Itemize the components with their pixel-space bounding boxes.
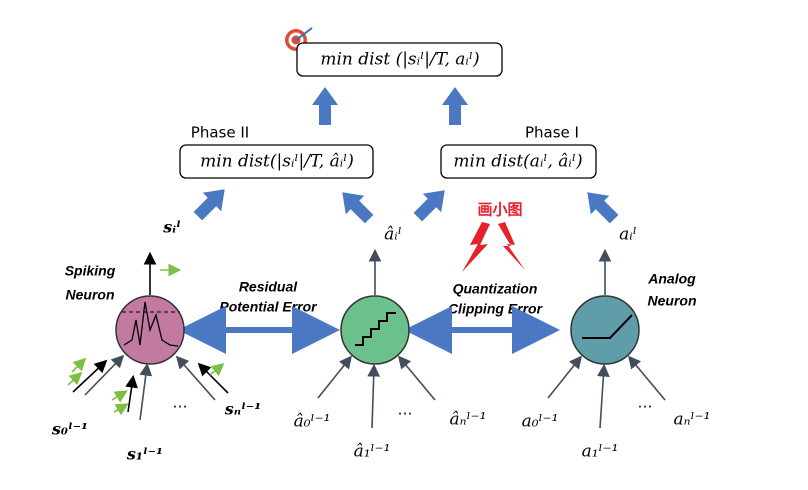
ellipsis: … (398, 401, 413, 419)
ellipsis: … (173, 394, 188, 412)
phase2-objective: min dist(|sᵢˡ|/T, âᵢˡ) (200, 152, 354, 172)
spike-arrow (113, 403, 129, 416)
input-label: s₁ˡ⁻¹ (126, 445, 163, 464)
output-label: aᵢˡ (619, 225, 637, 245)
spiking-neuron (115, 295, 185, 365)
up-arrow (312, 87, 338, 125)
input-arrow (139, 362, 153, 421)
input-label: a₁ˡ⁻¹ (582, 442, 619, 462)
phase-label: Phase I (525, 124, 579, 142)
spike-arrow (209, 362, 225, 377)
diag-arrow (578, 183, 624, 229)
input-label: a₀ˡ⁻¹ (522, 412, 559, 432)
output-label: âᵢˡ (384, 225, 402, 245)
input-label: sₙˡ⁻¹ (224, 400, 261, 419)
ellipsis: … (638, 394, 653, 412)
analog-neuron (570, 295, 640, 365)
input-label: âₙˡ⁻¹ (450, 410, 487, 430)
quantized-neuron (340, 295, 410, 365)
error-label: Clipping Error (448, 301, 544, 317)
phase-label: Phase II (191, 124, 249, 142)
error-label: Quantization (453, 281, 538, 297)
phase2-box (179, 144, 374, 179)
neuron-name: Neuron (66, 287, 115, 303)
input-arrow (547, 355, 582, 399)
diag-arrow (408, 181, 454, 227)
spike-arrow (67, 371, 83, 386)
input-arrow (317, 355, 352, 399)
objective-box (296, 42, 503, 77)
spike-arrow (111, 390, 128, 403)
output-label: sᵢˡ (162, 218, 181, 237)
input-label: aₙˡ⁻¹ (674, 410, 711, 430)
input-arrow (627, 355, 666, 401)
error-label: Potential Error (219, 299, 318, 315)
input-arrow (397, 355, 436, 401)
input-label: â₁ˡ⁻¹ (354, 442, 391, 462)
red-arrow (462, 222, 490, 272)
input-arrow (175, 355, 216, 401)
neuron-name: Neuron (648, 293, 697, 309)
diag-arrow (333, 183, 379, 229)
input-label: s₀ˡ⁻¹ (51, 420, 88, 439)
red-arrow (498, 222, 525, 270)
error-label: Residual (239, 279, 298, 295)
diag-arrow (188, 180, 234, 226)
objective: min dist (|sᵢˡ|/T, aᵢˡ) (320, 50, 479, 70)
up-arrow (442, 87, 468, 125)
spike-arrow (72, 359, 108, 393)
annotation: 画小图 (477, 201, 522, 219)
spike-arrow (71, 357, 87, 373)
phase1-box (440, 144, 597, 179)
input-arrow (367, 363, 381, 429)
input-label: â₀ˡ⁻¹ (294, 412, 331, 432)
spike-arrow (125, 374, 138, 413)
neuron-name: Analog (647, 271, 696, 287)
spike-arrow (197, 362, 229, 394)
input-arrow (596, 363, 610, 429)
phase1-objective: min dist(aᵢˡ, âᵢˡ) (453, 152, 582, 172)
neuron-name: Spiking (65, 263, 116, 279)
input-arrow (84, 354, 125, 396)
